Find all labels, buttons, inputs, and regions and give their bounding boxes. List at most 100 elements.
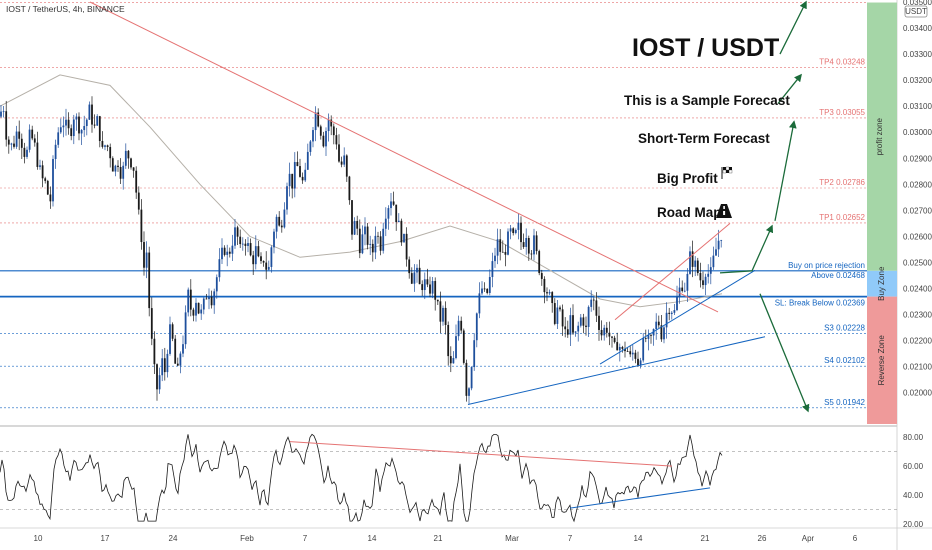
candle-body (340, 161, 343, 165)
candle-body (522, 242, 525, 247)
candle-body (228, 251, 231, 254)
candle-body (421, 284, 424, 291)
candle-body (174, 338, 177, 364)
support-trendline (599, 269, 756, 365)
candle-body (36, 142, 39, 167)
candle-body (644, 338, 647, 339)
candle-body (647, 335, 650, 339)
candle-body (694, 260, 697, 267)
candle-body (252, 255, 255, 265)
candle-body (655, 321, 658, 330)
candle-body (514, 229, 517, 234)
candle-body (335, 135, 338, 145)
candle-body (234, 227, 236, 246)
candle-body (145, 252, 148, 268)
candle-body (642, 338, 645, 361)
candle-body (226, 251, 229, 255)
candle-body (483, 288, 486, 290)
candle-body (301, 176, 304, 181)
candle-body (280, 225, 283, 228)
candle-body (325, 131, 327, 147)
candle-body (553, 303, 556, 324)
candle-body (631, 352, 634, 355)
candle-body (395, 204, 398, 223)
level-lines: TP5 0.03498 TP4 0.03248 TP3 0.03055 TP2 0.0… (0, 0, 867, 409)
time-axis[interactable]: 10 17 24 Feb 7 14 21 Mar 7 14 21 26 Apr 6 (34, 534, 858, 543)
price-tick-label: 0.02800 (903, 180, 932, 189)
candle-body (23, 147, 26, 157)
candle-body (249, 243, 252, 256)
candle-body (379, 236, 382, 251)
currency-badge-box[interactable] (904, 5, 928, 18)
candle-body (218, 259, 221, 278)
candle-body (33, 138, 36, 143)
candle-body (455, 336, 457, 359)
candle-body (520, 222, 522, 243)
candle-body (13, 143, 15, 147)
candle-body (348, 176, 351, 201)
candle-body (182, 344, 184, 354)
candle-body (410, 273, 413, 284)
candle-body (213, 291, 216, 306)
price-axis[interactable]: 0.03500 0.03400 0.03300 0.03200 0.03100 0.030… (903, 0, 932, 398)
candle-body (150, 308, 153, 339)
candle-body (202, 298, 205, 310)
candle-body (442, 307, 444, 322)
level-label: TP5 0.03498 (819, 0, 865, 2)
candle-body (499, 239, 502, 252)
candle-body (345, 155, 348, 177)
candle-body (624, 348, 626, 352)
level-label: S3 0.02228 (824, 323, 865, 332)
candle-body (475, 313, 478, 341)
price-tick-label: 0.02400 (903, 285, 932, 294)
candle-body (117, 165, 119, 168)
rsi-tick-label: 40.00 (903, 491, 924, 500)
profit-zone-label: profit zone (875, 117, 884, 155)
candle-body (533, 235, 535, 255)
candle-body (88, 104, 91, 120)
candle-body (709, 267, 712, 274)
level-label: TP4 0.03248 (819, 58, 865, 67)
candle-body (309, 141, 312, 152)
candle-body (247, 243, 249, 246)
candle-body (600, 329, 603, 336)
moving-average-line (0, 74, 723, 308)
candle-body (65, 119, 67, 126)
candle-body (689, 251, 691, 274)
candle-body (426, 279, 429, 285)
candle-body (314, 112, 317, 131)
candle-body (457, 320, 460, 337)
candle-body (127, 150, 130, 159)
candle-body (626, 351, 629, 352)
candle-body (343, 155, 346, 165)
candle-body (267, 266, 270, 270)
candle-body (57, 132, 60, 145)
candle-body (556, 307, 559, 324)
candle-body (650, 335, 652, 336)
candle-body (124, 150, 127, 166)
candle-body (543, 278, 546, 293)
candle-body (312, 130, 314, 142)
candle-body (163, 358, 166, 373)
candle-body (106, 145, 109, 148)
forecast-arrow (759, 293, 810, 413)
candle-body (561, 309, 564, 327)
candle-body (179, 353, 182, 366)
candle-body (85, 119, 88, 127)
level-label: Above 0.02468 (811, 271, 865, 280)
forecast-arrow (774, 120, 797, 221)
price-tick-label: 0.02100 (903, 363, 932, 372)
time-tick-label: 24 (169, 534, 178, 543)
candle-body (452, 358, 455, 364)
candle-body (195, 302, 197, 316)
candle-body (351, 200, 353, 235)
candle-body (400, 220, 403, 243)
forecast-line-road-map: Road Map (657, 205, 722, 220)
candle-body (166, 353, 169, 373)
candle-body (548, 292, 551, 294)
candle-body (423, 279, 426, 291)
candle-body (439, 301, 442, 322)
candle-body (670, 312, 673, 314)
candle-body (72, 119, 75, 137)
candle-body (501, 251, 504, 253)
